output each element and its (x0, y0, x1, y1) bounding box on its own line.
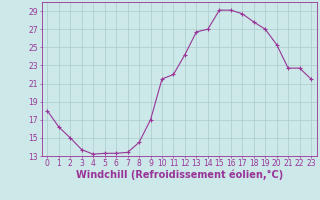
X-axis label: Windchill (Refroidissement éolien,°C): Windchill (Refroidissement éolien,°C) (76, 170, 283, 180)
